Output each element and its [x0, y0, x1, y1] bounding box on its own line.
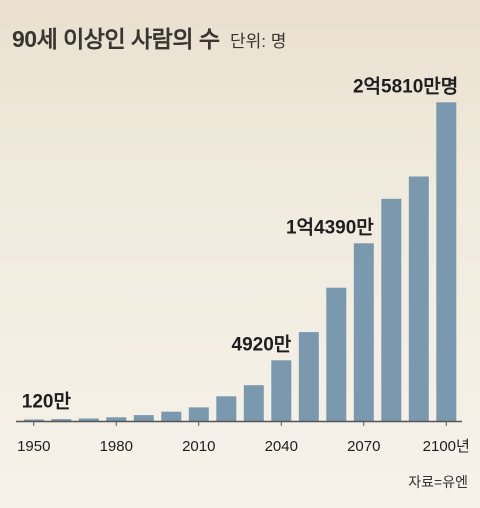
bar-2090 — [408, 176, 429, 421]
x-tick-label: 1950 — [17, 438, 50, 455]
source-note: 자료=유엔 — [408, 474, 468, 490]
bar-2010 — [188, 407, 209, 421]
x-tick-labels: 1950 1980 2010 2040 2070 2100년 — [17, 421, 470, 455]
bar-1990 — [133, 415, 154, 421]
bar-2060 — [326, 287, 347, 421]
bar-2050 — [298, 332, 319, 421]
bar-2020 — [216, 396, 237, 421]
x-tick-label: 1980 — [100, 438, 133, 455]
bar-2080 — [381, 198, 402, 421]
bar-1970 — [78, 418, 99, 421]
unit-label: 단위: 명 — [230, 32, 287, 51]
title-row: 90세 이상인 사람의 수 단위: 명 — [12, 20, 286, 54]
bar-2040 — [271, 360, 292, 421]
bar-2070 — [353, 243, 374, 421]
bar-1950 — [23, 419, 44, 421]
bars-group — [23, 102, 457, 422]
x-tick-label: 2040 — [265, 438, 298, 455]
bar-1980 — [106, 417, 127, 421]
x-tick-label: 2070 — [347, 438, 380, 455]
bar-1960 — [51, 419, 72, 421]
bar-2030 — [243, 385, 264, 421]
data-annotations: 120만 4920만 1억4390만 2억5810만명 — [22, 75, 459, 412]
chart-title: 90세 이상인 사람의 수 — [12, 26, 220, 52]
bar-2100 — [436, 102, 457, 422]
data-label-1950: 120만 — [22, 391, 72, 413]
x-tick-label: 2100년 — [423, 438, 470, 455]
bar-2000 — [161, 411, 182, 421]
data-label-2070: 1억4390만 — [286, 216, 374, 238]
data-label-2040: 4920만 — [232, 333, 292, 355]
x-tick-label: 2010 — [182, 438, 215, 455]
data-label-2100: 2억5810만명 — [353, 75, 458, 97]
